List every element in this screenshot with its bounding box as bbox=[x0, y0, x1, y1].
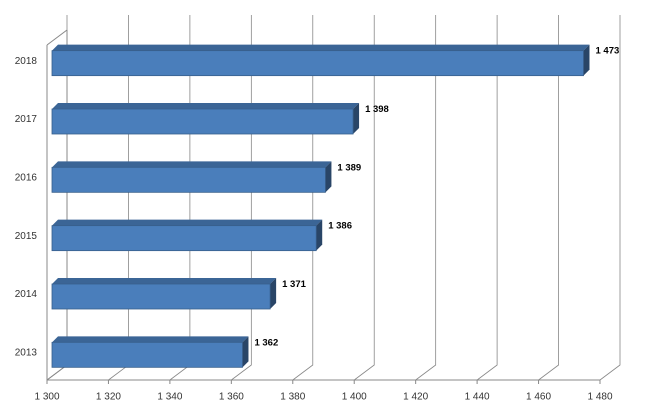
x-tick-label: 1 360 bbox=[219, 392, 244, 403]
value-label: 1 389 bbox=[337, 162, 361, 173]
bar-side bbox=[242, 336, 249, 368]
y-tick-label: 2018 bbox=[15, 56, 38, 67]
x-tick-label: 1 480 bbox=[587, 392, 612, 403]
grid-line bbox=[476, 15, 498, 381]
bar bbox=[51, 50, 584, 77]
bar bbox=[51, 225, 317, 252]
x-tick-label: 1 440 bbox=[465, 392, 490, 403]
bar-side bbox=[316, 219, 323, 251]
x-tick-label: 1 320 bbox=[96, 392, 121, 403]
bar bbox=[51, 166, 326, 193]
y-tick-label: 2015 bbox=[15, 231, 38, 242]
bar-side bbox=[270, 278, 277, 309]
grid-line bbox=[353, 15, 375, 381]
x-tick-label: 1 460 bbox=[526, 392, 551, 403]
bar-top bbox=[52, 278, 277, 284]
bar bbox=[51, 283, 271, 310]
bar-side bbox=[583, 44, 590, 76]
x-tick-label: 1 400 bbox=[342, 392, 367, 403]
grid-line bbox=[599, 15, 621, 381]
bar-side bbox=[353, 103, 360, 134]
x-tick-label: 1 300 bbox=[34, 392, 59, 403]
grid-line bbox=[415, 15, 437, 381]
x-tick-label: 1 420 bbox=[403, 392, 428, 403]
bar-top bbox=[52, 44, 590, 51]
bar-top bbox=[52, 161, 332, 168]
bar bbox=[51, 108, 354, 135]
wall-edge bbox=[46, 30, 68, 381]
bar-side bbox=[325, 161, 332, 193]
value-label: 1 473 bbox=[595, 46, 619, 57]
bar bbox=[51, 341, 243, 368]
wall-edge bbox=[46, 29, 68, 46]
value-label: 1 362 bbox=[254, 337, 278, 348]
value-label: 1 371 bbox=[282, 279, 306, 290]
value-label: 1 398 bbox=[365, 104, 389, 115]
y-tick-label: 2014 bbox=[15, 289, 38, 300]
y-tick-label: 2017 bbox=[15, 114, 38, 125]
bar-top bbox=[52, 103, 360, 109]
bar-top bbox=[52, 336, 249, 343]
y-tick-label: 2016 bbox=[15, 172, 38, 183]
y-tick-label: 2013 bbox=[15, 347, 38, 358]
value-label: 1 386 bbox=[328, 221, 352, 232]
bar-top bbox=[52, 219, 323, 226]
x-tick-label: 1 380 bbox=[280, 392, 305, 403]
grid-line bbox=[538, 15, 559, 381]
x-tick-label: 1 340 bbox=[157, 392, 182, 403]
